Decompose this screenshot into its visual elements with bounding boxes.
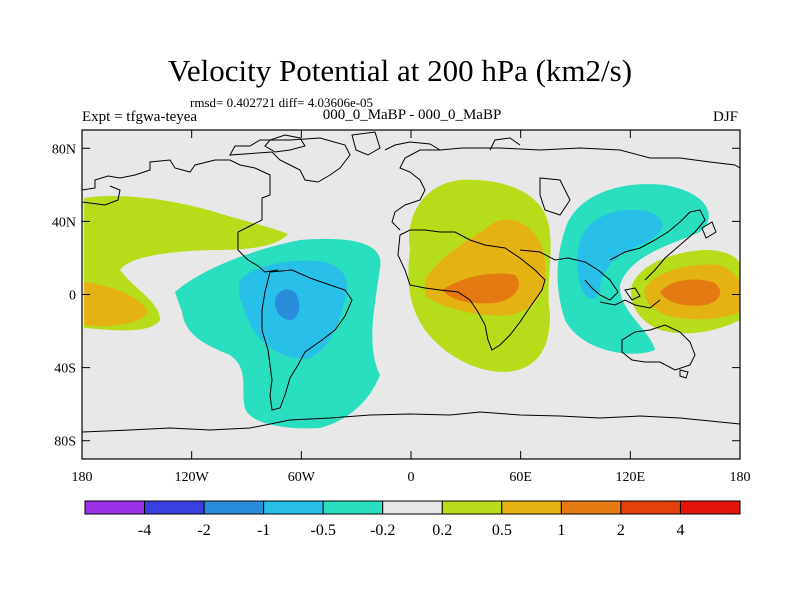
colorbar-label: -2 <box>197 522 210 539</box>
x-tick-label: 180 <box>730 470 751 485</box>
x-tick-label: 0 <box>408 470 415 485</box>
colorbar-label: 4 <box>676 522 684 539</box>
anomaly-field <box>84 179 740 429</box>
x-tick-label: 120E <box>616 470 646 485</box>
colorbar-box <box>382 500 443 515</box>
colorbar-label: 2 <box>617 522 625 539</box>
season-label: DJF <box>712 109 738 125</box>
x-tick-label: 60W <box>288 470 316 485</box>
colorbar-box <box>441 500 503 515</box>
x-tick-label: 120W <box>175 470 210 485</box>
case-label: 000_0_MaBP - 000_0_MaBP <box>322 107 502 123</box>
colorbar-label: 1 <box>557 522 565 539</box>
colorbar-label: -0.2 <box>370 522 395 539</box>
coastlines <box>82 131 740 433</box>
colorbar-box <box>263 500 324 515</box>
field-region <box>442 273 519 304</box>
y-tick-label: 40N <box>52 215 76 230</box>
axes: 180 120W 60W 0 60E 120E 180 80N 40N 0 40S 80S <box>52 130 751 485</box>
colorbar-label: 0.2 <box>432 522 452 539</box>
y-tick-label: 80N <box>52 142 76 157</box>
field-region <box>84 282 148 327</box>
colorbar-box <box>144 500 205 515</box>
x-tick-label: 180 <box>72 470 93 485</box>
field-region <box>84 195 288 331</box>
field-region <box>660 279 721 306</box>
colorbar-box <box>322 500 384 515</box>
colorbar-label: -0.5 <box>311 522 336 539</box>
colorbar-box <box>620 500 681 515</box>
chart-title: Velocity Potential at 200 hPa (km2/s) <box>167 53 633 88</box>
colorbar-label: -1 <box>257 522 270 539</box>
colorbar-box <box>203 500 265 515</box>
y-tick-label: 0 <box>69 289 76 304</box>
colorbar-box <box>560 500 622 515</box>
y-tick-label: 80S <box>54 435 76 450</box>
colorbar-box <box>679 500 741 515</box>
experiment-label: Expt = tfgwa-teyea <box>82 109 198 125</box>
colorbar-label: 0.5 <box>492 522 512 539</box>
colorbar-box <box>84 500 146 515</box>
stats-line: rmsd= 0.402721 diff= 4.03606e-05 <box>190 95 374 110</box>
y-tick-label: 40S <box>54 362 76 377</box>
x-tick-label: 60E <box>509 470 532 485</box>
colorbar: -4 -2 -1 -0.5 -0.2 0.2 0.5 1 2 4 <box>84 500 741 539</box>
colorbar-label: -4 <box>138 522 151 539</box>
field-region <box>274 289 300 321</box>
colorbar-box <box>501 500 562 515</box>
